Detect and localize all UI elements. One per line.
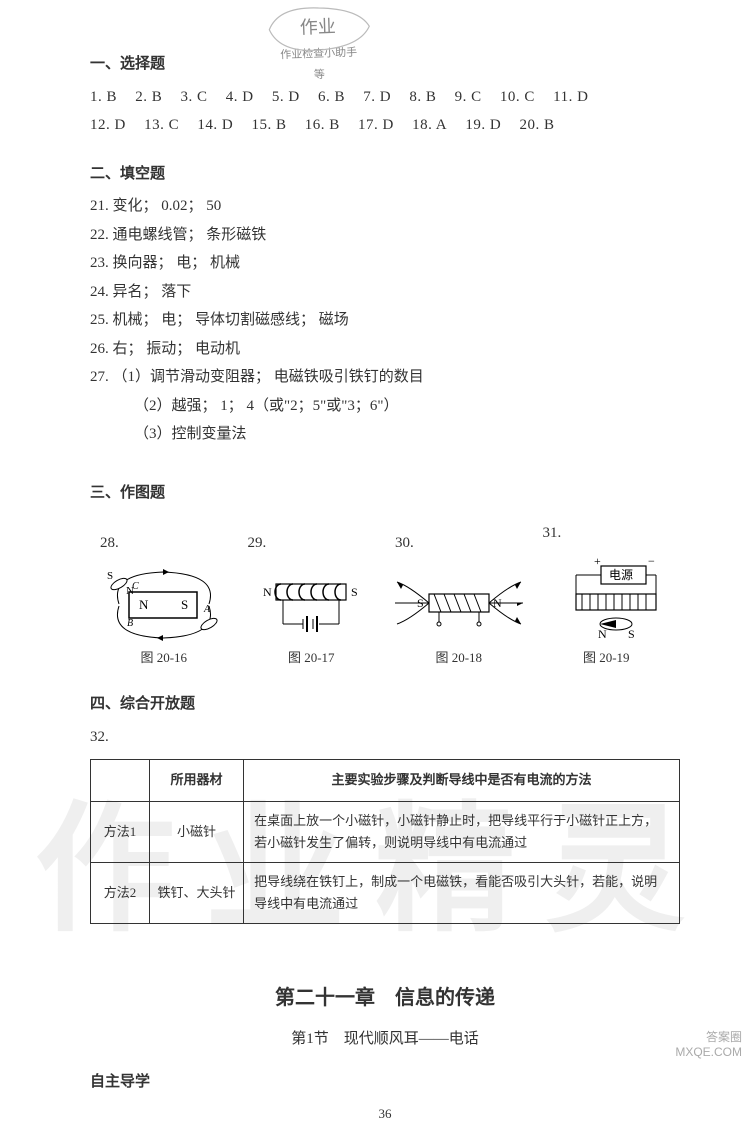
fig28-S2: S <box>181 597 188 612</box>
table-r1c1: 小磁针 <box>149 801 243 862</box>
fig28-C: C <box>132 581 139 592</box>
chapter-title: 第二十一章 信息的传递 <box>90 979 680 1017</box>
fig31-power: 电源 <box>609 568 633 582</box>
mc-13: 13. C <box>144 111 179 140</box>
section-draw-title: 三、作图题 <box>90 479 680 508</box>
table-h2: 主要实验步骤及判断导线中是否有电流的方法 <box>244 760 680 802</box>
fill-24: 24. 异名； 落下 <box>90 278 680 307</box>
corner-watermark: 答案圈 MXQE.COM <box>675 1030 742 1059</box>
figure-28: 28. N S S N C B A 图 20-16 <box>90 529 238 670</box>
figure-31: 31. 电源 + − <box>533 519 681 670</box>
figure-29-caption: 图 20-17 <box>238 646 386 671</box>
fig28-A: A <box>203 604 211 615</box>
table-r1c2: 在桌面上放一个小磁针，小磁针静止时，把导线平行于小磁针正上方，若小磁针发生了偏转… <box>244 801 680 862</box>
figure-29: 29. N S 图 20-17 <box>238 529 386 670</box>
page-number: 36 <box>90 1102 680 1127</box>
mc-6: 6. B <box>318 83 345 112</box>
table-r2c0: 方法2 <box>91 863 150 924</box>
mc-10: 10. C <box>500 83 535 112</box>
fig31-minus: − <box>648 554 655 568</box>
fig28-B: B <box>127 618 133 629</box>
mc-8: 8. B <box>409 83 436 112</box>
fig31-S: S <box>628 627 635 641</box>
fill-27-2: （2）越强； 1； 4（或"2；5"或"3；6"） <box>134 392 680 421</box>
mc-18: 18. A <box>412 111 447 140</box>
fig28-N2: N <box>139 597 149 612</box>
table-row: 方法2 铁钉、大头针 把导线绕在铁钉上，制成一个电磁铁，看能否吸引大头针，若能，… <box>91 863 680 924</box>
mc-3: 3. C <box>181 83 208 112</box>
table-r2c1: 铁钉、大头针 <box>149 863 243 924</box>
section-mc-title: 一、选择题 <box>90 50 680 79</box>
mc-15: 15. B <box>251 111 286 140</box>
figure-row: 28. N S S N C B A 图 20-16 29. <box>90 519 680 670</box>
figure-29-num: 29. <box>248 529 386 558</box>
mc-14: 14. D <box>197 111 233 140</box>
table-row: 方法1 小磁针 在桌面上放一个小磁针，小磁针静止时，把导线平行于小磁针正上方，若… <box>91 801 680 862</box>
fill-22: 22. 通电螺线管； 条形磁铁 <box>90 221 680 250</box>
figure-31-svg: 电源 + − N S <box>546 554 666 644</box>
figure-30-num: 30. <box>395 529 533 558</box>
section-fill-title: 二、填空题 <box>90 160 680 189</box>
fill-25: 25. 机械； 电； 导体切割磁感线； 磁场 <box>90 306 680 335</box>
table-r1c0: 方法1 <box>91 801 150 862</box>
figure-28-num: 28. <box>100 529 238 558</box>
stamp-outline <box>258 0 380 57</box>
mc-7: 7. D <box>363 83 391 112</box>
stamp-mark: 作业 作业检查小助手 等 <box>279 9 359 88</box>
corner-line1: 答案圈 <box>675 1030 742 1044</box>
mc-1: 1. B <box>90 83 117 112</box>
mc-row-2: 12. D 13. C 14. D 15. B 16. B 17. D 18. … <box>90 111 680 140</box>
figure-29-svg: N S <box>251 564 371 644</box>
mc-2: 2. B <box>135 83 162 112</box>
mc-4: 4. D <box>226 83 254 112</box>
table-r2c2: 把导线绕在铁钉上，制成一个电磁铁，看能否吸引大头针，若能，说明导线中有电流通过 <box>244 863 680 924</box>
fig29-S: S <box>351 585 358 599</box>
fig29-N: N <box>263 585 272 599</box>
fill-27-3: （3）控制变量法 <box>134 420 680 449</box>
corner-line2: MXQE.COM <box>675 1045 742 1059</box>
mc-19: 19. D <box>465 111 501 140</box>
table-row: 所用器材 主要实验步骤及判断导线中是否有电流的方法 <box>91 760 680 802</box>
mc-17: 17. D <box>358 111 394 140</box>
mc-20: 20. B <box>519 111 554 140</box>
experiment-table: 所用器材 主要实验步骤及判断导线中是否有电流的方法 方法1 小磁针 在桌面上放一… <box>90 759 680 924</box>
figure-28-caption: 图 20-16 <box>90 646 238 671</box>
stamp-line3: 等 <box>281 64 359 88</box>
figure-28-svg: N S S N C B A <box>99 564 229 644</box>
figure-30-caption: 图 20-18 <box>385 646 533 671</box>
mc-16: 16. B <box>305 111 340 140</box>
chapter-subtitle: 第1节 现代顺风耳——电话 <box>90 1025 680 1054</box>
fill-27-1: 27. （1）调节滑动变阻器； 电磁铁吸引铁钉的数目 <box>90 363 680 392</box>
mc-row-1: 1. B 2. B 3. C 4. D 5. D 6. B 7. D 8. B … <box>90 83 680 112</box>
fig31-plus: + <box>594 554 601 568</box>
figure-31-num: 31. <box>543 519 681 548</box>
section-open-title: 四、综合开放题 <box>90 690 680 719</box>
mc-12: 12. D <box>90 111 126 140</box>
figure-31-caption: 图 20-19 <box>533 646 681 671</box>
fig31-N: N <box>598 627 607 641</box>
fill-21: 21. 变化； 0.02； 50 <box>90 192 680 221</box>
fill-23: 23. 换向器； 电； 机械 <box>90 249 680 278</box>
figure-30: 30. S N <box>385 529 533 670</box>
figure-30-svg: S N <box>389 564 529 644</box>
mc-11: 11. D <box>553 83 588 112</box>
fill-26: 26. 右； 振动； 电动机 <box>90 335 680 364</box>
mc-9: 9. C <box>455 83 482 112</box>
table-h1: 所用器材 <box>149 760 243 802</box>
fig28-S1: S <box>107 570 113 582</box>
open-q-num: 32. <box>90 723 680 752</box>
selfstudy-label: 自主导学 <box>90 1068 680 1097</box>
